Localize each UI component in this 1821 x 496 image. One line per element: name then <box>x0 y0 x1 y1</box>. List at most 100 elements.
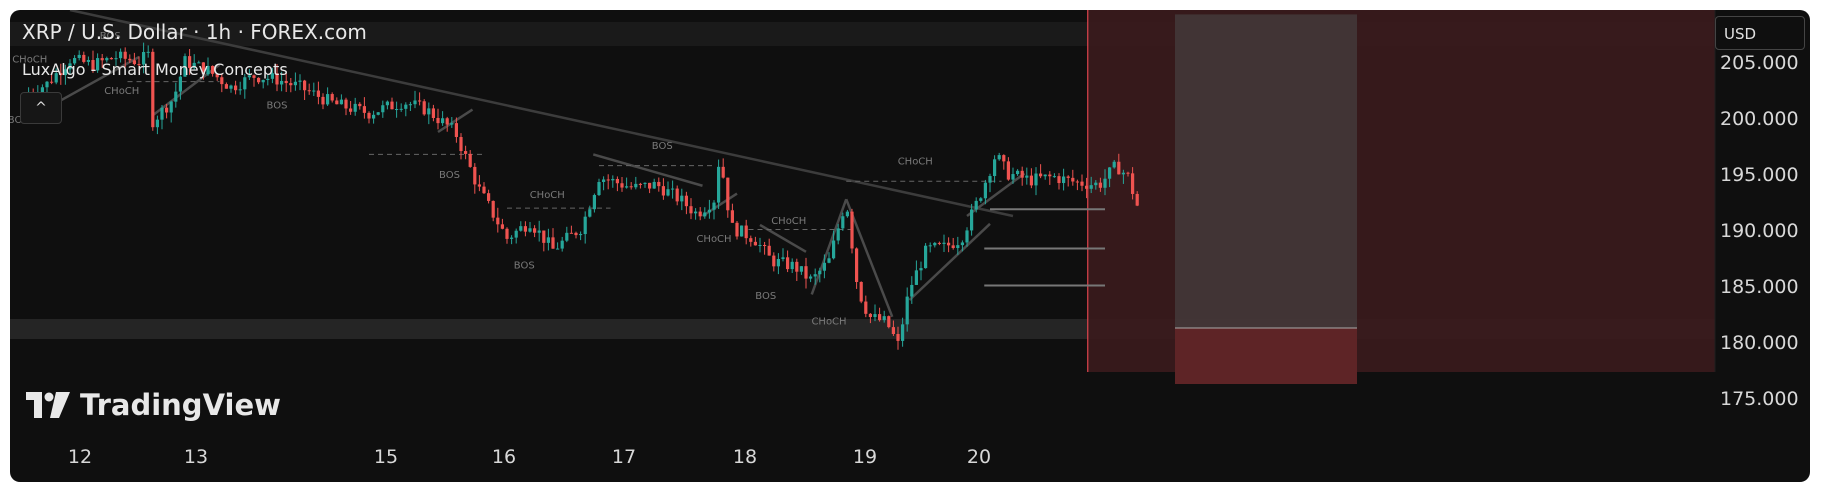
smc-label: BOS <box>100 31 121 42</box>
candle-body <box>142 52 146 65</box>
candle-body <box>284 80 288 84</box>
candle-body <box>983 182 987 199</box>
candle-body <box>790 261 794 270</box>
candle-body <box>197 62 201 64</box>
candle-body <box>454 123 458 138</box>
candle-body <box>643 182 647 184</box>
candle-body <box>956 245 960 249</box>
candle-body <box>542 230 546 243</box>
candle-body <box>767 245 771 256</box>
candle-body <box>123 51 127 59</box>
smc-label: CHoCH <box>898 156 933 167</box>
candle-body <box>937 242 941 244</box>
candle-body <box>201 62 205 75</box>
candle-body <box>556 248 560 250</box>
candle-body <box>1112 161 1116 168</box>
smc-label: CHoCH <box>104 86 139 97</box>
smc-label: CHoCH <box>530 190 565 201</box>
candle-body <box>404 104 408 109</box>
candle-body <box>887 316 891 328</box>
candle-body <box>588 209 592 217</box>
candle-body <box>316 90 320 97</box>
candle-body <box>257 77 261 83</box>
candle-body <box>960 242 964 246</box>
candle-body <box>634 183 638 188</box>
candle-body <box>312 90 316 92</box>
candle-body <box>850 211 854 249</box>
candle-body <box>1089 185 1093 189</box>
candle-body <box>951 245 955 249</box>
collapse-indicators-button[interactable]: ^ <box>20 92 62 124</box>
chart-frame: BOS CHoCH CHoCH BOS BOS BOS CHoCH BOS BOS CHoCH CH… <box>10 10 1810 482</box>
candle-body <box>905 296 909 325</box>
smc-label: BOS <box>10 115 29 126</box>
candle-body <box>832 240 836 259</box>
time-tick: 17 <box>611 446 637 468</box>
candle-body <box>652 181 656 189</box>
candle-body <box>114 58 118 60</box>
indicator-label[interactable]: LuxAlgo - Smart Money Concepts <box>22 60 288 79</box>
tradingview-logo[interactable]: TradingView <box>26 388 281 422</box>
candle-body <box>1117 161 1121 175</box>
candle-body <box>533 228 537 233</box>
time-tick: 18 <box>732 446 758 468</box>
candle-body <box>436 117 440 124</box>
candle-body <box>247 75 251 78</box>
candle-body <box>1075 181 1079 183</box>
candle-body <box>146 51 150 53</box>
candle-body <box>855 248 859 282</box>
candle-body <box>418 100 422 102</box>
candle-body <box>979 198 983 201</box>
candle-body <box>40 87 44 94</box>
candle-body <box>1131 173 1135 194</box>
candle-body <box>896 333 900 341</box>
candle-body <box>155 119 159 128</box>
candle-body <box>648 182 652 189</box>
candle-body <box>606 179 610 181</box>
candle-body <box>132 60 136 65</box>
candle-body <box>385 101 389 106</box>
candle-body <box>137 64 141 66</box>
candle-body <box>997 155 1001 160</box>
candle-body <box>459 137 463 152</box>
candle-body <box>744 225 748 239</box>
candle-body <box>721 166 725 178</box>
swing-line <box>592 153 703 187</box>
candle-body <box>220 77 224 85</box>
candle-body <box>919 268 923 271</box>
candle-body <box>868 313 872 318</box>
smc-label: CHoCH <box>696 234 731 245</box>
target-zone <box>1175 14 1357 329</box>
candle-body <box>238 89 242 91</box>
price-chart[interactable]: BOS CHoCH CHoCH BOS BOS BOS CHoCH BOS BOS CHoCH CH… <box>10 10 1810 482</box>
smc-label: CHoCH <box>12 55 47 66</box>
candle-body <box>50 81 54 83</box>
candle-body <box>326 94 330 105</box>
currency-selector[interactable]: USD <box>1715 16 1805 50</box>
candle-body <box>519 226 523 231</box>
candle-body <box>625 186 629 188</box>
candle-body <box>399 108 403 110</box>
candle-body <box>54 73 58 83</box>
candle-body <box>795 261 799 272</box>
candle-body <box>1062 176 1066 184</box>
candle-body <box>59 73 63 76</box>
candle-body <box>335 100 339 105</box>
candle-body <box>491 200 495 218</box>
symbol-title[interactable]: XRP / U.S. Dollar · 1h · FOREX.com <box>22 20 367 44</box>
candle-body <box>468 153 472 167</box>
candle-body <box>1121 172 1125 175</box>
candle-body <box>86 60 90 62</box>
candle-body <box>224 84 228 89</box>
smc-label: BOS <box>267 100 288 111</box>
candle-body <box>413 100 417 105</box>
candle-body <box>891 327 895 334</box>
candle-body <box>178 76 182 92</box>
candle-body <box>924 245 928 269</box>
candle-body <box>473 166 477 185</box>
candle-body <box>735 222 739 237</box>
candle-body <box>583 216 587 235</box>
candle-body <box>243 77 247 90</box>
candle-body <box>602 179 606 183</box>
candle-body <box>96 58 100 71</box>
